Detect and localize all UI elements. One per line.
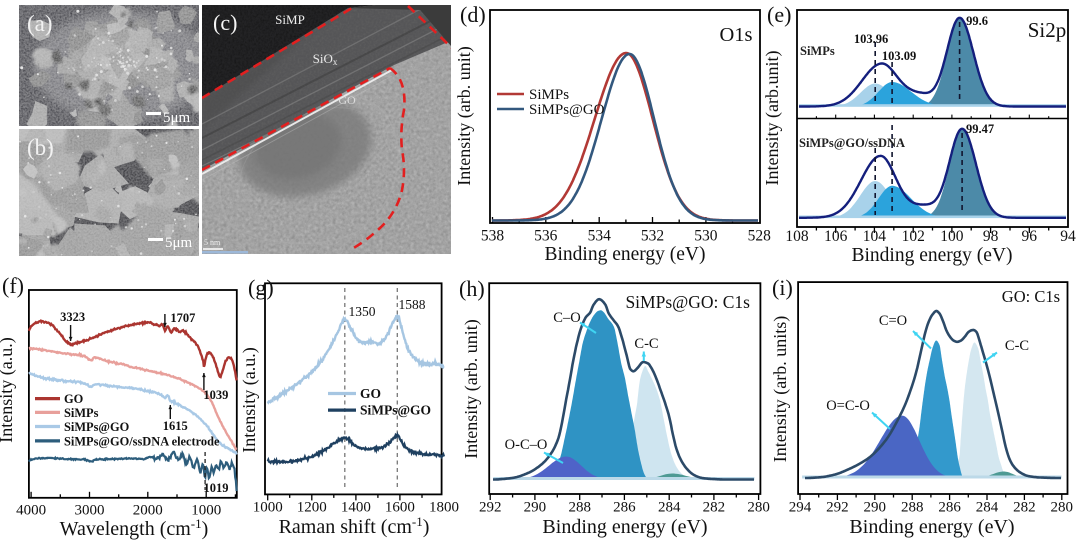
svg-text:(i): (i) bbox=[772, 275, 793, 300]
svg-text:534: 534 bbox=[588, 228, 612, 245]
svg-text:(a): (a) bbox=[27, 11, 53, 36]
svg-text:288: 288 bbox=[901, 500, 924, 516]
svg-text:104: 104 bbox=[863, 228, 887, 245]
svg-text:GO: GO bbox=[360, 386, 381, 401]
svg-text:1039: 1039 bbox=[203, 388, 228, 402]
svg-text:(d): (d) bbox=[460, 2, 486, 27]
svg-text:103.96: 103.96 bbox=[854, 32, 888, 46]
svg-text:99.6: 99.6 bbox=[966, 14, 988, 28]
svg-text:Binding energy (eV): Binding energy (eV) bbox=[849, 516, 1014, 538]
svg-text:O-C–O: O-C–O bbox=[505, 437, 548, 453]
svg-text:(b): (b) bbox=[27, 135, 54, 160]
svg-text:C=O: C=O bbox=[879, 313, 907, 329]
svg-text:1000: 1000 bbox=[253, 500, 283, 516]
svg-text:1800: 1800 bbox=[429, 500, 459, 516]
svg-text:536: 536 bbox=[534, 228, 558, 245]
svg-text:96: 96 bbox=[1022, 228, 1038, 245]
svg-text:102: 102 bbox=[902, 228, 925, 245]
svg-text:94: 94 bbox=[1060, 228, 1076, 245]
svg-text:SiMPs@GO: SiMPs@GO bbox=[360, 403, 431, 418]
svg-text:GO: GO bbox=[64, 392, 84, 406]
svg-text:284: 284 bbox=[658, 500, 681, 516]
svg-text:103.09: 103.09 bbox=[882, 49, 916, 63]
svg-text:1615: 1615 bbox=[163, 419, 188, 433]
svg-text:SiMPs: SiMPs bbox=[800, 44, 835, 58]
svg-text:286: 286 bbox=[613, 500, 636, 516]
svg-text:Intensity (arb. unit): Intensity (arb. unit) bbox=[454, 46, 475, 185]
svg-text:Intensity (a.u.): Intensity (a.u.) bbox=[239, 347, 260, 452]
svg-text:C-C: C-C bbox=[634, 336, 658, 352]
svg-text:1400: 1400 bbox=[341, 500, 371, 516]
svg-text:Binding energy (eV): Binding energy (eV) bbox=[851, 245, 1012, 266]
svg-text:280: 280 bbox=[747, 500, 770, 516]
svg-text:538: 538 bbox=[481, 228, 505, 245]
svg-text:1350: 1350 bbox=[349, 304, 376, 319]
svg-text:SiOx: SiOx bbox=[313, 51, 338, 67]
svg-text:Intensity (a.u.): Intensity (a.u.) bbox=[0, 337, 17, 442]
svg-text:(g): (g) bbox=[248, 275, 274, 300]
svg-text:530: 530 bbox=[694, 228, 718, 245]
svg-text:5μm: 5μm bbox=[165, 235, 193, 251]
svg-text:GO: GO bbox=[338, 93, 356, 107]
svg-text:Si2p: Si2p bbox=[1028, 18, 1067, 42]
svg-text:Intensity (arb. units): Intensity (arb. units) bbox=[770, 316, 791, 462]
svg-text:Binding energy (eV): Binding energy (eV) bbox=[542, 516, 707, 538]
svg-text:286: 286 bbox=[938, 500, 961, 516]
svg-text:1707: 1707 bbox=[170, 311, 195, 325]
svg-text:108: 108 bbox=[785, 228, 809, 245]
svg-text:284: 284 bbox=[976, 500, 999, 516]
svg-text:106: 106 bbox=[824, 228, 848, 245]
svg-text:288: 288 bbox=[568, 500, 591, 516]
svg-text:3323: 3323 bbox=[60, 310, 85, 324]
svg-text:292: 292 bbox=[479, 500, 502, 516]
svg-text:SiMP: SiMP bbox=[275, 12, 305, 27]
svg-text:99.47: 99.47 bbox=[966, 122, 994, 136]
svg-text:1019: 1019 bbox=[204, 481, 229, 495]
svg-text:(e): (e) bbox=[767, 2, 791, 27]
svg-text:C–O: C–O bbox=[553, 310, 580, 326]
svg-text:528: 528 bbox=[748, 228, 772, 245]
svg-text:SiMPs@GO: SiMPs@GO bbox=[529, 102, 605, 118]
svg-text:Binding energy (eV): Binding energy (eV) bbox=[544, 244, 705, 265]
svg-text:Raman shift (cm-1): Raman shift (cm-1) bbox=[279, 514, 430, 538]
svg-text:5μm: 5μm bbox=[163, 110, 191, 126]
svg-text:4000: 4000 bbox=[16, 503, 46, 519]
svg-text:1000: 1000 bbox=[191, 503, 221, 519]
svg-text:282: 282 bbox=[703, 500, 726, 516]
svg-text:SiMPs: SiMPs bbox=[529, 87, 569, 103]
svg-text:100: 100 bbox=[940, 228, 964, 245]
svg-text:1600: 1600 bbox=[385, 500, 415, 516]
svg-text:1588: 1588 bbox=[399, 297, 426, 312]
svg-text:(h): (h) bbox=[459, 276, 485, 301]
svg-text:(f): (f) bbox=[2, 273, 24, 298]
svg-text:O=C-O: O=C-O bbox=[826, 398, 870, 414]
svg-text:98: 98 bbox=[983, 228, 999, 245]
svg-text:SiMPs@GO: C1s: SiMPs@GO: C1s bbox=[625, 292, 750, 312]
svg-text:1200: 1200 bbox=[297, 500, 327, 516]
svg-text:C-C: C-C bbox=[1005, 338, 1029, 354]
svg-text:292: 292 bbox=[826, 500, 849, 516]
svg-text:290: 290 bbox=[524, 500, 547, 516]
svg-text:5 nm: 5 nm bbox=[204, 238, 221, 247]
svg-text:GO: C1s: GO: C1s bbox=[1002, 287, 1060, 306]
svg-text:(c): (c) bbox=[213, 10, 237, 35]
svg-text:3000: 3000 bbox=[75, 503, 105, 519]
svg-text:290: 290 bbox=[864, 500, 887, 516]
svg-text:Intensity (arb.unit): Intensity (arb.unit) bbox=[762, 51, 783, 186]
svg-text:SiMPs: SiMPs bbox=[64, 406, 99, 420]
svg-text:O1s: O1s bbox=[719, 24, 752, 46]
svg-text:Wavelength (cm-1): Wavelength (cm-1) bbox=[60, 516, 209, 540]
svg-text:2000: 2000 bbox=[133, 503, 163, 519]
svg-text:SiMPs@GO/ssDNA electrode: SiMPs@GO/ssDNA electrode bbox=[64, 434, 220, 448]
svg-text:294: 294 bbox=[789, 500, 812, 516]
svg-text:SiMPs@GO: SiMPs@GO bbox=[64, 420, 130, 434]
svg-text:282: 282 bbox=[1013, 500, 1036, 516]
svg-text:SiMPs@GO/ssDNA: SiMPs@GO/ssDNA bbox=[799, 136, 905, 150]
svg-text:280: 280 bbox=[1051, 500, 1074, 516]
svg-text:532: 532 bbox=[641, 228, 664, 245]
svg-text:Intensity (arb. unit): Intensity (arb. unit) bbox=[461, 319, 482, 458]
